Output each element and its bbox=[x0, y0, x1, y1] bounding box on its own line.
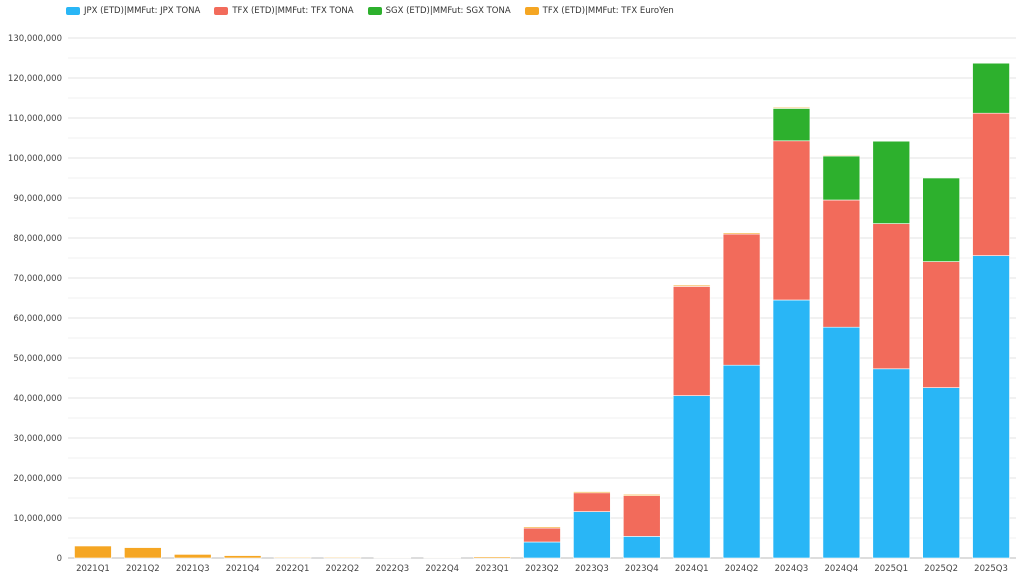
legend-label: TFX (ETD)|MMFut: TFX EuroYen bbox=[542, 6, 674, 16]
bar-segment[interactable] bbox=[972, 62, 1010, 114]
x-tick-label: 2025Q1 bbox=[874, 564, 908, 574]
y-tick-label: 130,000,000 bbox=[8, 34, 62, 44]
bar-segment[interactable] bbox=[872, 368, 911, 559]
y-tick-label: 120,000,000 bbox=[8, 74, 62, 84]
legend-swatch bbox=[524, 7, 539, 15]
bar-segment[interactable] bbox=[523, 527, 561, 543]
bar-segment[interactable] bbox=[373, 557, 412, 559]
x-tick-label: 2024Q1 bbox=[675, 564, 709, 574]
bars-layer bbox=[74, 62, 1010, 559]
y-tick-label: 50,000,000 bbox=[13, 354, 62, 364]
bar-segment[interactable] bbox=[872, 140, 911, 224]
x-tick-label: 2023Q4 bbox=[625, 564, 659, 574]
bar-segment[interactable] bbox=[672, 395, 711, 559]
legend-swatch bbox=[214, 7, 229, 15]
bar-segment[interactable] bbox=[323, 556, 362, 559]
legend-label: SGX (ETD)|MMFut: SGX TONA bbox=[385, 6, 511, 16]
bar-segment[interactable] bbox=[173, 554, 212, 559]
bar-segment[interactable] bbox=[722, 232, 761, 235]
y-tick-label: 70,000,000 bbox=[13, 274, 62, 284]
x-tick-label: 2023Q1 bbox=[475, 564, 509, 574]
bar-segment[interactable] bbox=[623, 495, 661, 537]
bar-segment[interactable] bbox=[722, 233, 761, 366]
y-tick-label: 100,000,000 bbox=[8, 154, 62, 164]
legend-item-tfx-euroyen[interactable]: TFX (ETD)|MMFut: TFX EuroYen bbox=[524, 6, 674, 16]
bar-segment[interactable] bbox=[922, 261, 960, 388]
x-tick-label: 2024Q3 bbox=[775, 564, 809, 574]
bar-segment[interactable] bbox=[423, 557, 461, 559]
x-tick-label: 2021Q2 bbox=[126, 564, 160, 574]
x-tick-label: 2024Q4 bbox=[825, 564, 859, 574]
bar-segment[interactable] bbox=[772, 299, 811, 559]
bar-segment[interactable] bbox=[124, 547, 162, 559]
bar-segment[interactable] bbox=[922, 177, 960, 262]
bar-segment[interactable] bbox=[872, 223, 911, 370]
bar-segment[interactable] bbox=[822, 154, 861, 157]
y-tick-label: 20,000,000 bbox=[13, 474, 62, 484]
y-tick-label: 40,000,000 bbox=[13, 394, 62, 404]
bar-segment[interactable] bbox=[772, 140, 811, 301]
y-tick-label: 80,000,000 bbox=[13, 234, 62, 244]
bar-segment[interactable] bbox=[623, 536, 661, 559]
legend-item-tfx-tona[interactable]: TFX (ETD)|MMFut: TFX TONA bbox=[214, 6, 354, 16]
x-axis: 2021Q1 2021Q2 2021Q3 2021Q4 2022Q1 2022Q2 2022… bbox=[76, 564, 1008, 574]
y-axis: 0 10,000,000 20,000,000 30,000,000 40,000,00… bbox=[8, 34, 62, 564]
bar-segment[interactable] bbox=[672, 286, 711, 396]
bar-segment[interactable] bbox=[672, 284, 711, 287]
bar-segment[interactable] bbox=[822, 155, 861, 201]
y-tick-label: 30,000,000 bbox=[13, 434, 62, 444]
bar-segment[interactable] bbox=[972, 112, 1010, 256]
bar-segment[interactable] bbox=[972, 255, 1010, 559]
bar-segment[interactable] bbox=[822, 199, 861, 328]
bar-segment[interactable] bbox=[223, 555, 262, 559]
bar-segment[interactable] bbox=[772, 107, 811, 109]
bar-segment[interactable] bbox=[573, 511, 611, 559]
legend-label: JPX (ETD)|MMFut: JPX TONA bbox=[84, 6, 201, 16]
x-tick-label: 2024Q2 bbox=[725, 564, 759, 574]
bar-segment[interactable] bbox=[523, 541, 561, 559]
x-tick-label: 2023Q3 bbox=[575, 564, 609, 574]
x-tick-label: 2022Q4 bbox=[425, 564, 459, 574]
legend-swatch bbox=[66, 7, 80, 15]
legend-item-sgx-tona[interactable]: SGX (ETD)|MMFut: SGX TONA bbox=[367, 6, 511, 16]
bar-segment[interactable] bbox=[573, 491, 611, 494]
y-tick-label: 90,000,000 bbox=[13, 194, 62, 204]
legend-swatch bbox=[367, 7, 382, 15]
y-tick-label: 0 bbox=[57, 554, 62, 564]
x-tick-label: 2022Q1 bbox=[276, 564, 310, 574]
legend-item-jpx-tona[interactable]: JPX (ETD)|MMFut: JPX TONA bbox=[66, 6, 200, 16]
bar-segment[interactable] bbox=[573, 492, 611, 512]
x-tick-label: 2021Q3 bbox=[176, 564, 210, 574]
y-tick-label: 60,000,000 bbox=[13, 314, 62, 324]
bar-segment[interactable] bbox=[74, 545, 112, 559]
y-tick-label: 110,000,000 bbox=[8, 114, 62, 124]
bar-segment[interactable] bbox=[722, 364, 761, 559]
bar-segment[interactable] bbox=[922, 387, 960, 559]
y-tick-label: 10,000,000 bbox=[13, 514, 62, 524]
x-tick-label: 2022Q3 bbox=[375, 564, 409, 574]
bar-segment[interactable] bbox=[623, 494, 661, 496]
x-tick-label: 2025Q3 bbox=[974, 564, 1008, 574]
bar-segment[interactable] bbox=[523, 526, 561, 529]
x-tick-label: 2022Q2 bbox=[326, 564, 360, 574]
bar-segment[interactable] bbox=[473, 556, 511, 559]
x-tick-label: 2021Q4 bbox=[226, 564, 260, 574]
x-tick-label: 2023Q2 bbox=[525, 564, 559, 574]
legend-label: TFX (ETD)|MMFut: TFX TONA bbox=[232, 6, 354, 16]
x-tick-label: 2021Q1 bbox=[76, 564, 110, 574]
chart-legend: JPX (ETD)|MMFut: JPX TONA TFX (ETD)|MMFu… bbox=[66, 4, 688, 18]
bar-segment[interactable] bbox=[772, 108, 811, 142]
bar-segment[interactable] bbox=[822, 326, 861, 559]
x-tick-label: 2025Q2 bbox=[924, 564, 958, 574]
bar-segment[interactable] bbox=[273, 556, 312, 559]
